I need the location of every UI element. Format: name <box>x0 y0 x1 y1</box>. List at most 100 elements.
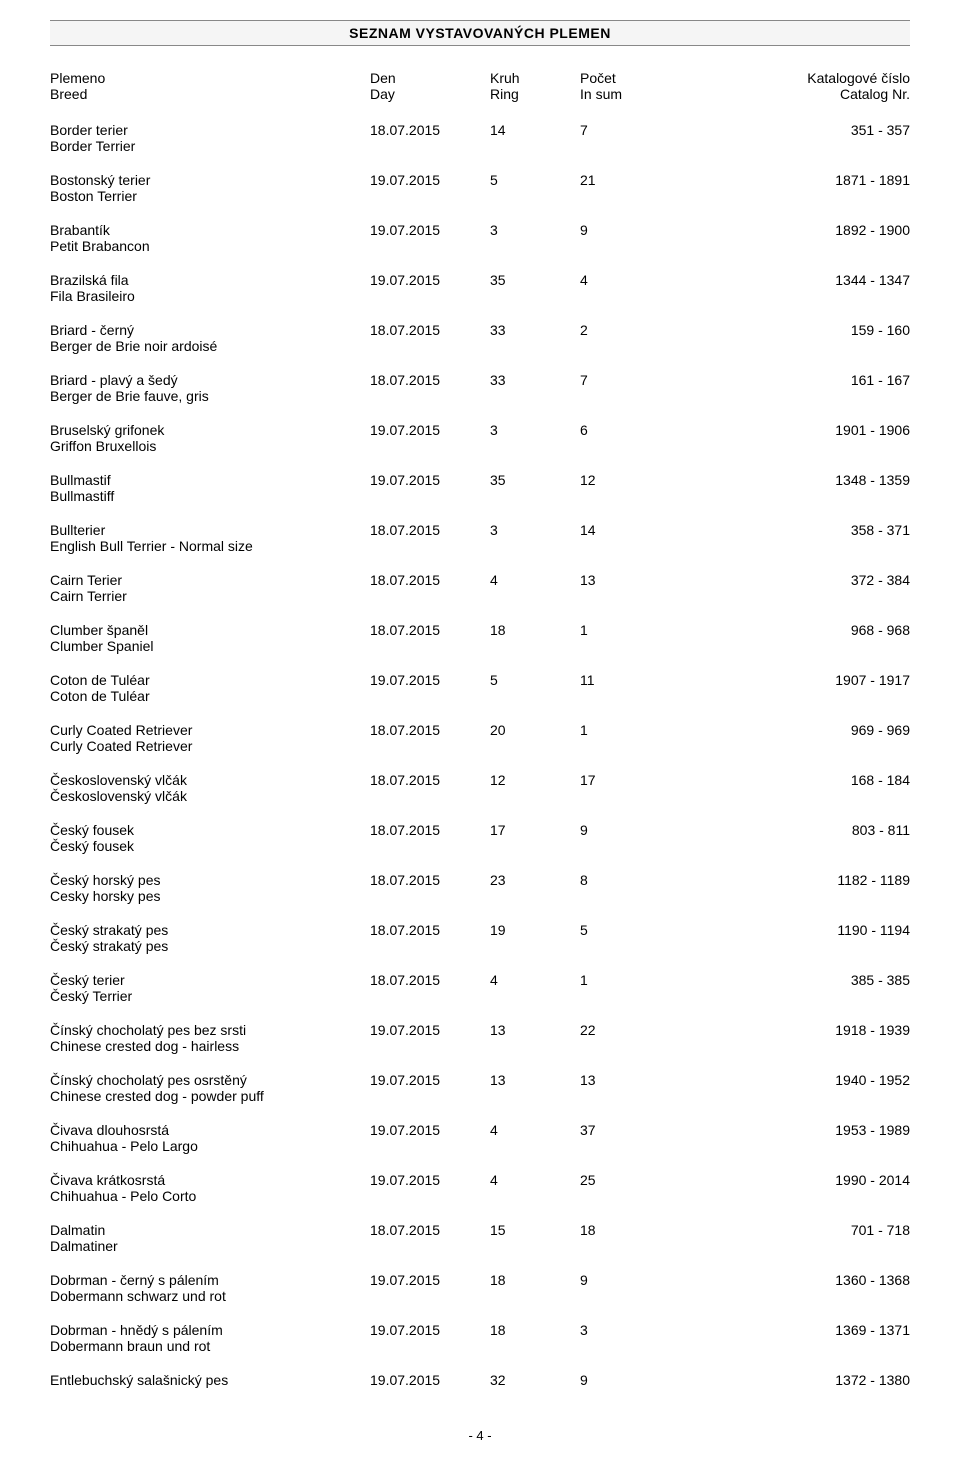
breed-name-en: Dalmatiner <box>50 1238 370 1254</box>
cell-sum: 22 <box>580 1022 670 1038</box>
table-row: Border terierBorder Terrier18.07.2015147… <box>50 122 910 154</box>
cell-catalog: 1918 - 1939 <box>670 1022 910 1038</box>
table-row: Čivava dlouhosrstáChihuahua - Pelo Largo… <box>50 1122 910 1154</box>
breed-name-cz: Bullmastif <box>50 472 370 488</box>
cell-ring: 4 <box>490 572 580 588</box>
cell-ring: 3 <box>490 522 580 538</box>
breed-name-en: Berger de Brie fauve, gris <box>50 388 370 404</box>
cell-catalog: 969 - 969 <box>670 722 910 738</box>
cell-day: 18.07.2015 <box>370 622 490 638</box>
table-row: Čivava krátkosrstáChihuahua - Pelo Corto… <box>50 1172 910 1204</box>
cell-day: 19.07.2015 <box>370 272 490 288</box>
cell-day: 18.07.2015 <box>370 572 490 588</box>
table-row: Čínský chocholatý pes bez srstiChinese c… <box>50 1022 910 1054</box>
cell-day: 18.07.2015 <box>370 1222 490 1238</box>
cell-day: 18.07.2015 <box>370 822 490 838</box>
breed-name-cz: Československý vlčák <box>50 772 370 788</box>
cell-ring: 4 <box>490 1122 580 1138</box>
cell-catalog: 968 - 968 <box>670 622 910 638</box>
cell-catalog: 803 - 811 <box>670 822 910 838</box>
breed-name-cz: Brabantík <box>50 222 370 238</box>
breed-name-cz: Čivava dlouhosrstá <box>50 1122 370 1138</box>
breed-name-cz: Briard - plavý a šedý <box>50 372 370 388</box>
breed-name-cz: Coton de Tuléar <box>50 672 370 688</box>
cell-ring: 3 <box>490 222 580 238</box>
cell-catalog: 1348 - 1359 <box>670 472 910 488</box>
cell-ring: 4 <box>490 1172 580 1188</box>
breed-name-cz: Český terier <box>50 972 370 988</box>
breed-name-en: Chihuahua - Pelo Corto <box>50 1188 370 1204</box>
breed-name-cz: Český horský pes <box>50 872 370 888</box>
table-header: Plemeno Breed Den Day Kruh Ring Počet In… <box>50 70 910 102</box>
breed-name-en: Český Terrier <box>50 988 370 1004</box>
breed-name-cz: Briard - černý <box>50 322 370 338</box>
cell-catalog: 1372 - 1380 <box>670 1372 910 1388</box>
breed-name-cz: Entlebuchský salašnický pes <box>50 1372 370 1388</box>
cell-sum: 18 <box>580 1222 670 1238</box>
cell-catalog: 168 - 184 <box>670 772 910 788</box>
breed-name-cz: Bostonský terier <box>50 172 370 188</box>
header-sum-cz: Počet <box>580 70 670 86</box>
cell-sum: 7 <box>580 122 670 138</box>
breed-name-en: Dobermann schwarz und rot <box>50 1288 370 1304</box>
breed-name-en: English Bull Terrier - Normal size <box>50 538 370 554</box>
cell-ring: 4 <box>490 972 580 988</box>
breed-name-en: Griffon Bruxellois <box>50 438 370 454</box>
cell-sum: 6 <box>580 422 670 438</box>
breed-name-cz: Český fousek <box>50 822 370 838</box>
header-sum-en: In sum <box>580 86 670 102</box>
cell-sum: 4 <box>580 272 670 288</box>
cell-day: 19.07.2015 <box>370 1072 490 1088</box>
cell-ring: 17 <box>490 822 580 838</box>
cell-ring: 18 <box>490 1322 580 1338</box>
breed-name-cz: Bullterier <box>50 522 370 538</box>
cell-catalog: 1940 - 1952 <box>670 1072 910 1088</box>
table-row: Československý vlčákČeskoslovenský vlčák… <box>50 772 910 804</box>
table-row: BullmastifBullmastiff19.07.201535121348 … <box>50 472 910 504</box>
breed-name-en: Chihuahua - Pelo Largo <box>50 1138 370 1154</box>
table-row: Coton de TuléarCoton de Tuléar19.07.2015… <box>50 672 910 704</box>
cell-day: 19.07.2015 <box>370 1172 490 1188</box>
breed-name-en: Cairn Terrier <box>50 588 370 604</box>
breed-name-en: Curly Coated Retriever <box>50 738 370 754</box>
table-row: Čínský chocholatý pes osrstěnýChinese cr… <box>50 1072 910 1104</box>
cell-sum: 1 <box>580 722 670 738</box>
cell-sum: 9 <box>580 1272 670 1288</box>
cell-sum: 7 <box>580 372 670 388</box>
cell-catalog: 701 - 718 <box>670 1222 910 1238</box>
breed-name-en: Dobermann braun und rot <box>50 1338 370 1354</box>
cell-catalog: 385 - 385 <box>670 972 910 988</box>
breed-name-cz: Dalmatin <box>50 1222 370 1238</box>
cell-catalog: 1907 - 1917 <box>670 672 910 688</box>
cell-ring: 12 <box>490 772 580 788</box>
cell-catalog: 1344 - 1347 <box>670 272 910 288</box>
breed-name-en: Český strakatý pes <box>50 938 370 954</box>
header-breed-en: Breed <box>50 86 370 102</box>
cell-day: 19.07.2015 <box>370 472 490 488</box>
cell-ring: 5 <box>490 672 580 688</box>
header-cat-cz: Katalogové číslo <box>670 70 910 86</box>
cell-catalog: 161 - 167 <box>670 372 910 388</box>
breed-name-en: Chinese crested dog - powder puff <box>50 1088 370 1104</box>
table-row: Bruselský grifonekGriffon Bruxellois19.0… <box>50 422 910 454</box>
page-title: SEZNAM VYSTAVOVANÝCH PLEMEN <box>50 20 910 46</box>
table-body: Border terierBorder Terrier18.07.2015147… <box>50 122 910 1388</box>
cell-day: 18.07.2015 <box>370 522 490 538</box>
breed-name-cz: Bruselský grifonek <box>50 422 370 438</box>
cell-catalog: 372 - 384 <box>670 572 910 588</box>
cell-sum: 8 <box>580 872 670 888</box>
cell-sum: 1 <box>580 972 670 988</box>
breed-name-cz: Clumber španěl <box>50 622 370 638</box>
cell-sum: 3 <box>580 1322 670 1338</box>
header-ring-en: Ring <box>490 86 580 102</box>
breed-name-en: Fila Brasileiro <box>50 288 370 304</box>
table-row: Entlebuchský salašnický pes19.07.2015329… <box>50 1372 910 1388</box>
cell-sum: 14 <box>580 522 670 538</box>
cell-sum: 17 <box>580 772 670 788</box>
breed-name-cz: Border terier <box>50 122 370 138</box>
cell-sum: 2 <box>580 322 670 338</box>
cell-day: 18.07.2015 <box>370 772 490 788</box>
breed-name-en: Clumber Spaniel <box>50 638 370 654</box>
cell-day: 19.07.2015 <box>370 1272 490 1288</box>
cell-sum: 1 <box>580 622 670 638</box>
